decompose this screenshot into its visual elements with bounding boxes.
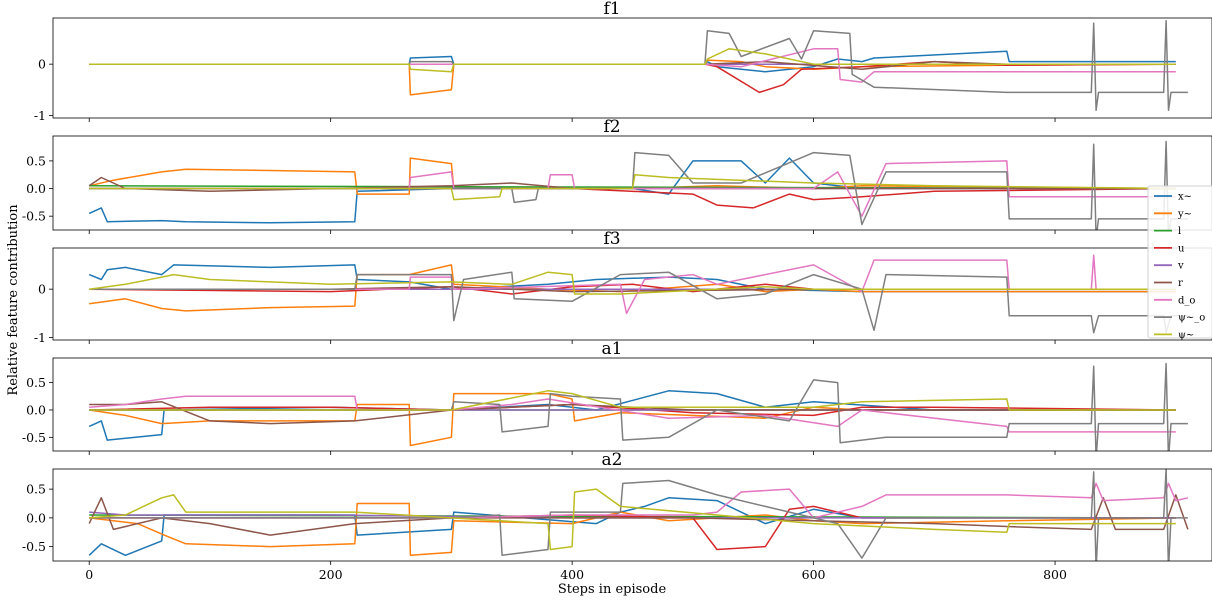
panel-frame bbox=[52, 17, 1212, 119]
y-tick-label: -0.5 bbox=[22, 539, 46, 554]
series-group bbox=[88, 469, 1189, 561]
panel-frame bbox=[52, 135, 1212, 231]
series-line-ψ~ bbox=[89, 390, 1176, 411]
y-tick-label: 0 bbox=[38, 282, 46, 297]
series-group bbox=[88, 140, 1188, 230]
series-line-ψ~ bbox=[89, 48, 1176, 73]
series-line-u bbox=[89, 60, 1176, 94]
x-tick-label: 200 bbox=[319, 567, 343, 582]
series-line-u bbox=[89, 505, 1176, 551]
panel-f2: f2 -0.5 0.0 0.5 bbox=[22, 117, 1212, 234]
panel-frame bbox=[52, 468, 1212, 562]
y-tick-label: -1 bbox=[34, 330, 46, 345]
series-line-x~ bbox=[88, 264, 1176, 293]
legend-label: r bbox=[1178, 278, 1183, 289]
panel-frame bbox=[52, 357, 1212, 452]
panel-f3: f3 -1 0 bbox=[34, 229, 1212, 345]
x-tick-label: 0 bbox=[85, 567, 93, 582]
series-line-ψ~_o bbox=[89, 362, 1188, 451]
y-tick-label: 0.5 bbox=[26, 375, 46, 390]
series-line-y~ bbox=[89, 502, 1176, 557]
y-tick-label: 0.0 bbox=[26, 510, 46, 525]
series-line-ψ~ bbox=[89, 488, 1176, 551]
series-line-u bbox=[89, 187, 1176, 209]
y-tick-label: 0.0 bbox=[26, 402, 46, 417]
legend-label: y~ bbox=[1177, 209, 1192, 220]
series-line-ψ~_o bbox=[89, 469, 1188, 561]
legend-label: ψ~_o bbox=[1178, 313, 1205, 324]
series-group bbox=[88, 254, 1188, 334]
series-line-d_o bbox=[89, 160, 1176, 217]
series-line-u bbox=[89, 403, 1176, 417]
panel-title: f2 bbox=[603, 117, 620, 137]
x-tick-label: 400 bbox=[560, 567, 584, 582]
panel-title: a2 bbox=[602, 450, 623, 470]
y-tick-label: 0.5 bbox=[26, 153, 46, 168]
panel-title: f1 bbox=[603, 0, 620, 19]
series-line-d_o bbox=[89, 48, 1176, 83]
y-axis-label: Relative feature contribution bbox=[6, 204, 21, 396]
y-tick-label: -1 bbox=[34, 108, 46, 123]
x-tick-label: 600 bbox=[802, 567, 826, 582]
series-group bbox=[88, 362, 1188, 451]
panel-a1: a1 -0.5 0.0 0.5 bbox=[22, 339, 1212, 455]
panel-title: a1 bbox=[602, 339, 623, 359]
series-line-r bbox=[89, 401, 1176, 425]
series-line-x~ bbox=[89, 50, 1176, 73]
x-axis-label: Steps in episode bbox=[558, 582, 667, 597]
series-line-ψ~ bbox=[89, 271, 1176, 295]
legend-label: ψ~ bbox=[1178, 330, 1194, 341]
panel-title: f3 bbox=[603, 229, 620, 249]
y-tick-label: -0.5 bbox=[22, 430, 46, 445]
legend-label: v bbox=[1177, 261, 1184, 272]
series-line-ψ~ bbox=[89, 173, 1176, 201]
legend-label: x~ bbox=[1178, 192, 1192, 203]
series-group bbox=[89, 19, 1188, 112]
y-tick-label: -0.5 bbox=[22, 209, 46, 224]
y-tick-label: 0.5 bbox=[26, 482, 46, 497]
series-line-y~ bbox=[89, 392, 1176, 447]
x-tick-label: 800 bbox=[1043, 567, 1067, 582]
series-line-d_o bbox=[89, 395, 1176, 433]
series-line-x~ bbox=[88, 390, 1176, 441]
panel-f1: f1 -1 0 bbox=[34, 0, 1212, 123]
series-line-y~ bbox=[89, 264, 1176, 312]
panel-frame bbox=[52, 247, 1212, 341]
y-tick-label: 0 bbox=[38, 57, 46, 72]
legend-label: d_o bbox=[1178, 295, 1195, 306]
legend-label: l bbox=[1178, 226, 1181, 237]
panels-group: f1 -1 0 f2 -0.5 0.0 0.5 f3 -1 0 a1 -0.5 0.0 0.5 a2 -0.5… bbox=[22, 0, 1212, 582]
series-line-ψ~_o bbox=[89, 271, 1188, 334]
y-tick-label: 0.0 bbox=[26, 181, 46, 196]
panel-a2: a2 -0.5 0.0 0.5 0 200 400 600 800 bbox=[22, 450, 1212, 582]
legend-label: u bbox=[1178, 243, 1185, 254]
